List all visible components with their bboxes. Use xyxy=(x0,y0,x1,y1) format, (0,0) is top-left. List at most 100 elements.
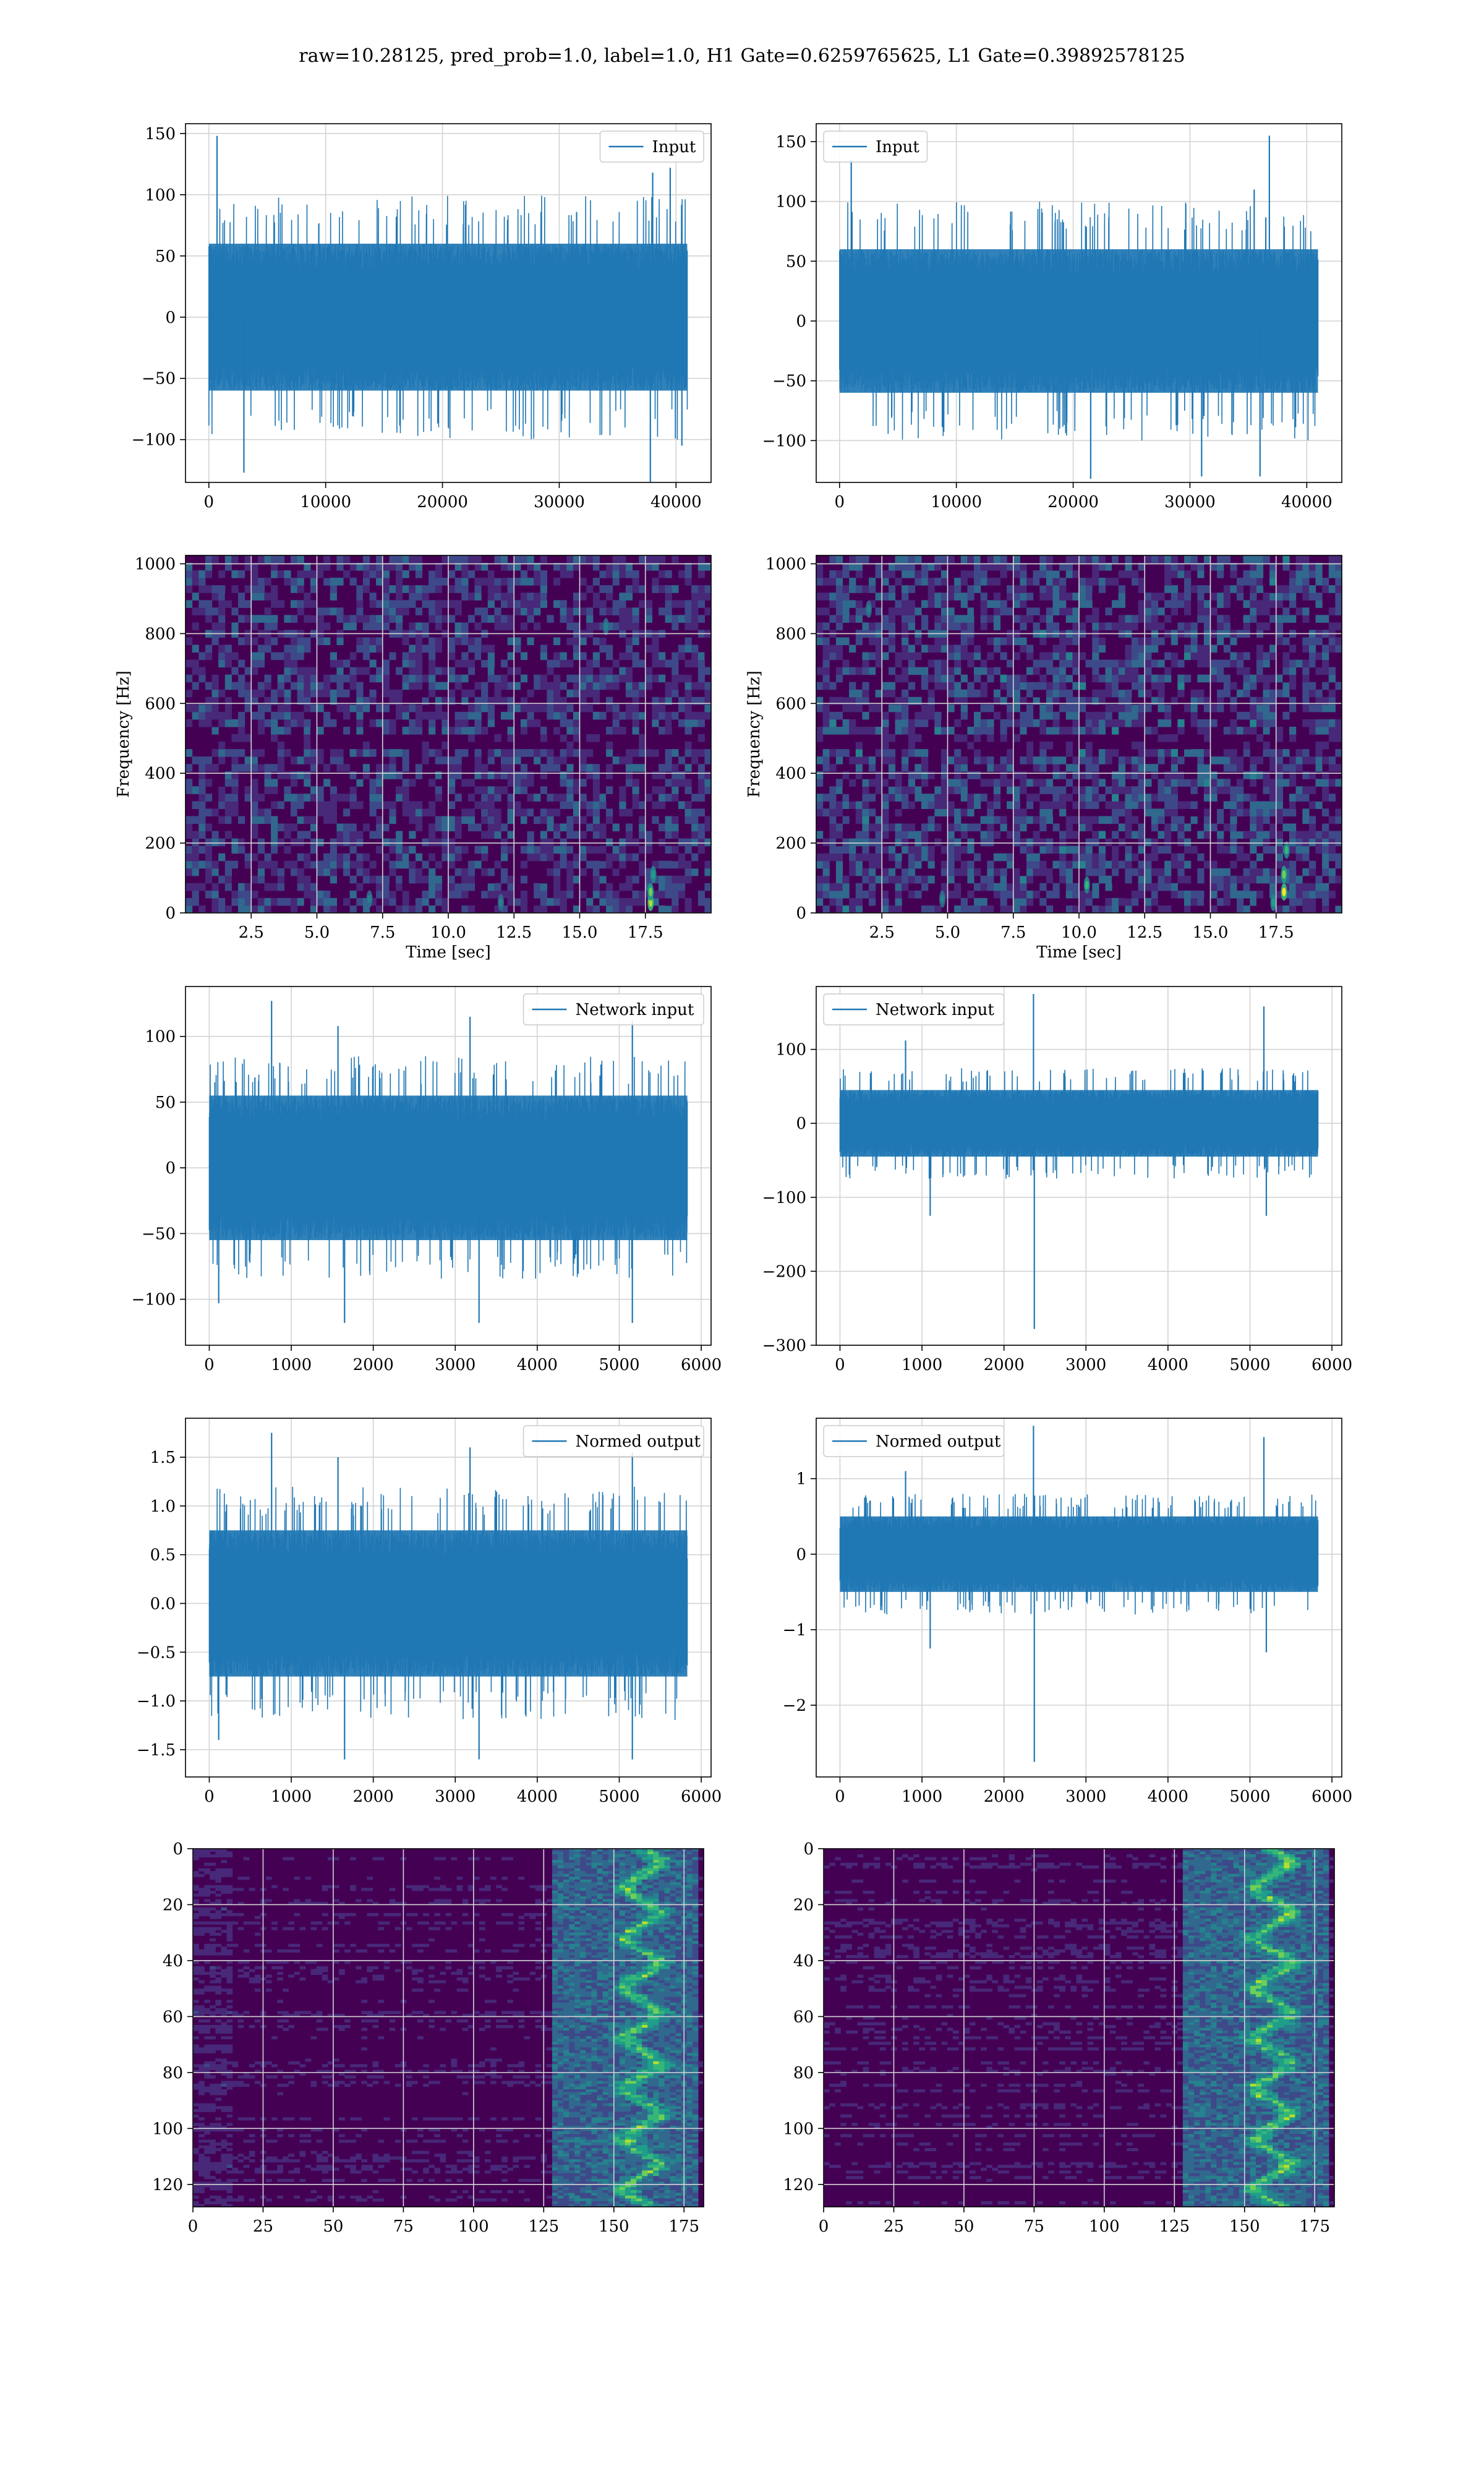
heatmap-cell xyxy=(211,727,219,735)
heatmap-cell xyxy=(882,615,889,623)
heatmap-cell xyxy=(665,823,672,832)
heatmap-cell xyxy=(494,808,501,816)
heatmap-cell xyxy=(1276,890,1283,899)
heatmap-cell xyxy=(993,794,1001,802)
heatmap-cell xyxy=(1164,585,1172,593)
heatmap-cell xyxy=(1315,742,1323,750)
heatmap-cell xyxy=(1020,615,1027,623)
heatmap-cell xyxy=(1263,578,1270,586)
heatmap-cell xyxy=(1072,659,1080,668)
heatmap-cell xyxy=(835,727,843,735)
heatmap-cell xyxy=(310,764,318,772)
heatmap-cell xyxy=(343,615,351,623)
heatmap-cell xyxy=(1237,585,1244,593)
heatmap-cell xyxy=(435,853,442,862)
heatmap-cell xyxy=(264,674,271,683)
heatmap-cell xyxy=(1256,719,1264,727)
heatmap-cell xyxy=(704,652,712,661)
heatmap-cell xyxy=(277,600,284,608)
heatmap-cell xyxy=(672,711,679,720)
heatmap-cell xyxy=(1138,860,1145,869)
x-tick-label: 20000 xyxy=(417,493,468,511)
heatmap-cell xyxy=(362,742,370,750)
heatmap-cell xyxy=(1039,674,1047,683)
heatmap-cell xyxy=(974,667,981,675)
heatmap-cell xyxy=(540,808,547,816)
heatmap-cell xyxy=(1302,563,1310,571)
heatmap-cell xyxy=(1132,742,1139,750)
heatmap-cell xyxy=(1243,883,1250,891)
heatmap-cell xyxy=(915,667,922,675)
heatmap-cell xyxy=(448,570,456,578)
heatmap-cell xyxy=(382,622,390,630)
heatmap-cell xyxy=(1223,659,1230,668)
heatmap-cell xyxy=(382,838,390,847)
heatmap-cell xyxy=(862,786,869,794)
heatmap-cell xyxy=(487,719,495,727)
heatmap-cell xyxy=(1289,585,1297,593)
heatmap-cell xyxy=(625,823,633,832)
heatmap-cell xyxy=(606,794,613,802)
heatmap-cell xyxy=(678,890,686,899)
heatmap-cell xyxy=(1132,570,1139,578)
heatmap-cell xyxy=(1308,868,1316,876)
heatmap-cell xyxy=(494,607,501,615)
heatmap-cell xyxy=(1098,637,1106,646)
heatmap-cell xyxy=(599,794,607,802)
heatmap-cell xyxy=(639,890,646,899)
heatmap-cell xyxy=(1092,689,1099,698)
heatmap-cell xyxy=(632,719,639,727)
heatmap-cell xyxy=(553,831,561,839)
heatmap-cell xyxy=(954,823,962,832)
heatmap-cell xyxy=(1308,890,1316,899)
heatmap-cell xyxy=(231,756,239,764)
heatmap-cell xyxy=(1046,667,1054,675)
heatmap-cell xyxy=(1276,674,1283,683)
heatmap-cell xyxy=(382,674,390,683)
heatmap-cell xyxy=(553,890,561,899)
heatmap-cell xyxy=(882,689,889,698)
heatmap-cell xyxy=(1132,786,1139,794)
heatmap-cell xyxy=(645,868,652,876)
heatmap-cell xyxy=(297,875,304,884)
heatmap-cell xyxy=(684,637,692,646)
heatmap-cell xyxy=(1295,786,1303,794)
heatmap-cell xyxy=(1092,593,1099,601)
heatmap-cell xyxy=(205,875,213,884)
heatmap-cell xyxy=(835,838,843,847)
heatmap-cell xyxy=(592,860,600,869)
heatmap-cell xyxy=(704,607,712,615)
heatmap-cell xyxy=(1118,659,1125,668)
heatmap-cell xyxy=(257,756,265,764)
heatmap-cell xyxy=(1302,853,1310,862)
heatmap-cell xyxy=(1039,845,1047,854)
heatmap-cell xyxy=(461,637,469,646)
heatmap-cell xyxy=(684,659,692,668)
heatmap-cell xyxy=(1315,615,1323,623)
heatmap-cell xyxy=(534,883,541,891)
heatmap-cell xyxy=(402,674,409,683)
heatmap-cell xyxy=(822,890,830,899)
heatmap-cell xyxy=(1250,868,1257,876)
heatmap-cell xyxy=(829,555,837,563)
heatmap-cell xyxy=(1065,845,1073,854)
heatmap-cell xyxy=(291,771,298,779)
heatmap-cell xyxy=(1105,578,1112,586)
heatmap-cell xyxy=(1112,578,1119,586)
heatmap-cell xyxy=(192,838,199,847)
heatmap-cell xyxy=(1145,853,1152,862)
heatmap-cell xyxy=(429,563,436,571)
heatmap-cell xyxy=(1164,771,1172,779)
heatmap-cell xyxy=(514,578,521,586)
heatmap-cell xyxy=(224,696,232,705)
heatmap-cell xyxy=(435,585,442,593)
heatmap-cell xyxy=(592,890,600,899)
heatmap-cell xyxy=(1197,868,1205,876)
heatmap-cell xyxy=(284,644,291,653)
heatmap-cell xyxy=(540,600,547,608)
heatmap-cell xyxy=(566,689,574,698)
heatmap-cell xyxy=(974,674,981,683)
heatmap-cell xyxy=(1125,801,1132,809)
heatmap-cell xyxy=(882,808,889,816)
heatmap-cell xyxy=(1125,563,1132,571)
